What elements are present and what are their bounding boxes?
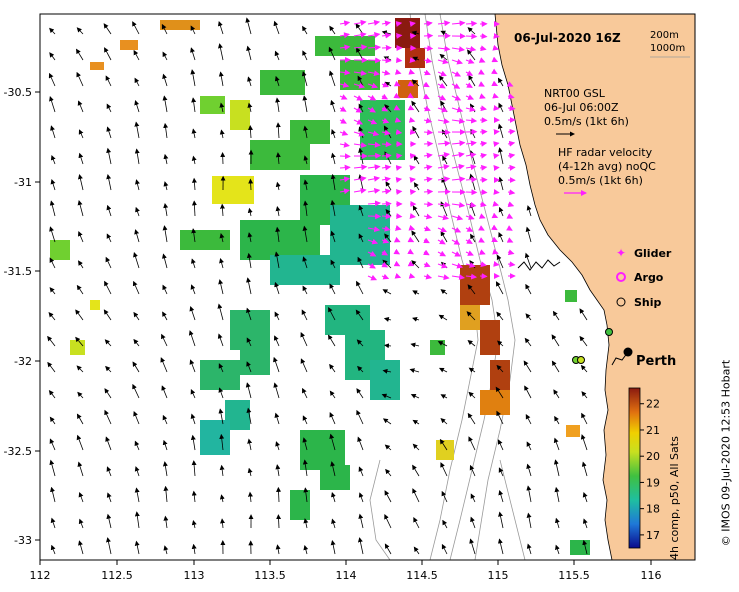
legend-argo-symbol	[616, 272, 626, 282]
lon-tick-label: 113	[184, 569, 205, 582]
hf-label-line1: HF radar velocity	[558, 146, 653, 159]
legend-argo-label: Argo	[634, 271, 664, 284]
legend-ship-symbol	[616, 297, 626, 307]
colorbar-tick-label: 21	[646, 424, 660, 437]
map-title: 06-Jul-2020 16Z	[514, 31, 621, 45]
lat-tick-label: -32	[14, 355, 32, 368]
australia-land	[494, 13, 696, 561]
longitude-axis: 112 112.5 113 113.5 114 114.5 115 115.5 116	[30, 560, 662, 582]
lon-tick-label: 115	[488, 569, 509, 582]
gsl-label-line1: NRT00 GSL	[544, 87, 606, 100]
lat-tick-label: -31	[14, 176, 32, 189]
city-label: Perth	[636, 354, 676, 369]
colorbar-tick-label: 20	[646, 450, 660, 463]
lat-tick-label: -33	[14, 534, 32, 547]
colorbar-tick-label: 19	[646, 476, 660, 489]
colorbar-tick-label: 17	[646, 529, 660, 542]
legend-ship-label: Ship	[634, 296, 662, 309]
lon-tick-label: 113.5	[254, 569, 286, 582]
perth-pointer	[611, 351, 629, 366]
colorbar-tick-label: 22	[646, 398, 660, 411]
lon-tick-label: 112.5	[101, 569, 133, 582]
gsl-label-line2: 06-Jul 06:00Z	[544, 101, 619, 114]
colorbar	[628, 387, 641, 549]
colorbar-tick-label: 18	[646, 503, 660, 516]
credit-text: © IMOS 09-Jul-2020 12:53 Hobart	[719, 359, 733, 547]
hf-label-line3: 0.5m/s (1kt 6h)	[558, 174, 643, 187]
lat-tick-label: -31.5	[4, 265, 32, 278]
colorbar-ticks: 17 18 19 20 21 22	[640, 398, 660, 542]
legend-glider-symbol: ✦	[616, 246, 626, 260]
lon-tick-label: 114.5	[406, 569, 438, 582]
lat-tick-label: -30.5	[4, 86, 32, 99]
depth-legend-200m: 200m	[650, 30, 679, 41]
latitude-axis: -30.5 -31 -31.5 -32 -32.5 -33	[4, 86, 40, 547]
lon-tick-label: 115.5	[558, 569, 590, 582]
hf-radar-arrows	[339, 19, 516, 281]
lon-tick-label: 112	[30, 569, 51, 582]
ship-marker	[577, 356, 585, 364]
ship-marker-coast	[605, 328, 613, 336]
lat-tick-label: -32.5	[4, 445, 32, 458]
gsl-label-line3: 0.5m/s (1kt 6h)	[544, 115, 629, 128]
lon-tick-label: 114	[336, 569, 357, 582]
legend-glider-label: Glider	[634, 247, 672, 260]
map-frame	[39, 13, 696, 561]
credit-sidebar: © IMOS 09-Jul-2020 12:53 Hobart	[717, 318, 735, 588]
depth-legend-1000m: 1000m	[650, 43, 685, 54]
glider-track	[517, 259, 561, 271]
lon-tick-label: 116	[641, 569, 662, 582]
colorbar-label: 4h comp, p50, All Sats	[668, 436, 681, 560]
hf-label-line2: (4-12h avg) noQC	[558, 160, 656, 173]
